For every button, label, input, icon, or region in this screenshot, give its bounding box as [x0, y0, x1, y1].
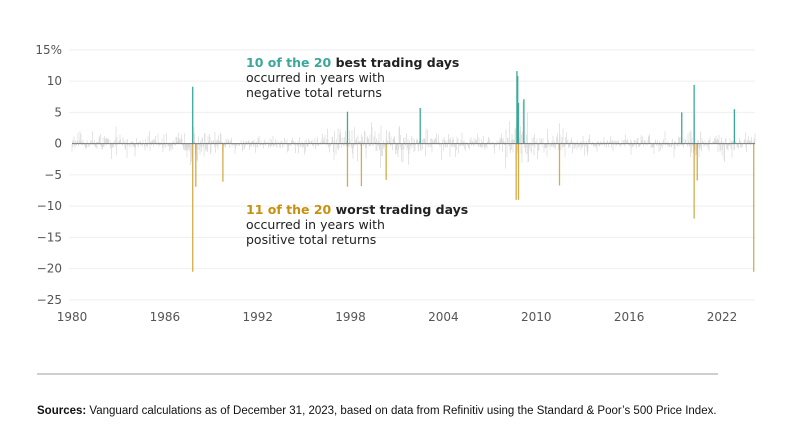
y-tick-label: 10 — [47, 74, 62, 88]
y-tick-label: −15 — [37, 230, 62, 244]
best-line2: occurred in years with — [246, 70, 385, 85]
y-tick-label: 5 — [54, 105, 62, 119]
x-tick-label: 2010 — [521, 310, 552, 324]
worst-days-annotation: 11 of the 20 worst trading days occurred… — [246, 202, 468, 247]
highlighted-days — [192, 71, 755, 272]
y-tick-label: −10 — [37, 199, 62, 213]
best-highlight: 10 of the 20 — [246, 55, 332, 70]
worst-line2: occurred in years with — [246, 217, 385, 232]
daily-returns — [71, 101, 756, 169]
worst-highlight: 11 of the 20 — [246, 202, 332, 217]
divider — [37, 373, 718, 375]
y-tick-label: 0 — [54, 137, 62, 151]
y-tick-label: 15% — [35, 43, 62, 57]
x-axis: 1980 1986 1992 1998 2004 2010 2016 2022 — [57, 310, 738, 324]
x-tick-label: 2022 — [707, 310, 738, 324]
best-line3: negative total returns — [246, 85, 382, 100]
y-tick-label: −5 — [44, 168, 62, 182]
best-bold: best trading days — [331, 55, 460, 70]
x-tick-label: 1992 — [242, 310, 273, 324]
y-tick-label: −20 — [37, 262, 62, 276]
y-tick-label: −25 — [37, 293, 62, 307]
sources-label: Sources: — [37, 405, 87, 417]
worst-line3: positive total returns — [246, 232, 377, 247]
best-days-annotation: 10 of the 20 best trading days occurred … — [246, 55, 459, 100]
x-tick-label: 2016 — [614, 310, 645, 324]
chart: 15% 10 5 0 −5 −10 −15 −20 −25 1980 1986 1992 1998 20… — [35, 43, 756, 324]
x-tick-label: 1980 — [57, 310, 88, 324]
x-tick-label: 2004 — [428, 310, 459, 324]
worst-bold: worst trading days — [331, 202, 469, 217]
gridlines — [69, 49, 755, 301]
x-tick-label: 1986 — [150, 310, 181, 324]
y-axis: 15% 10 5 0 −5 −10 −15 −20 −25 — [35, 43, 62, 307]
sources-note: Sources: Vanguard calculations as of Dec… — [37, 402, 737, 420]
x-tick-label: 1998 — [335, 310, 366, 324]
sources-text: Vanguard calculations as of December 31,… — [86, 405, 717, 417]
